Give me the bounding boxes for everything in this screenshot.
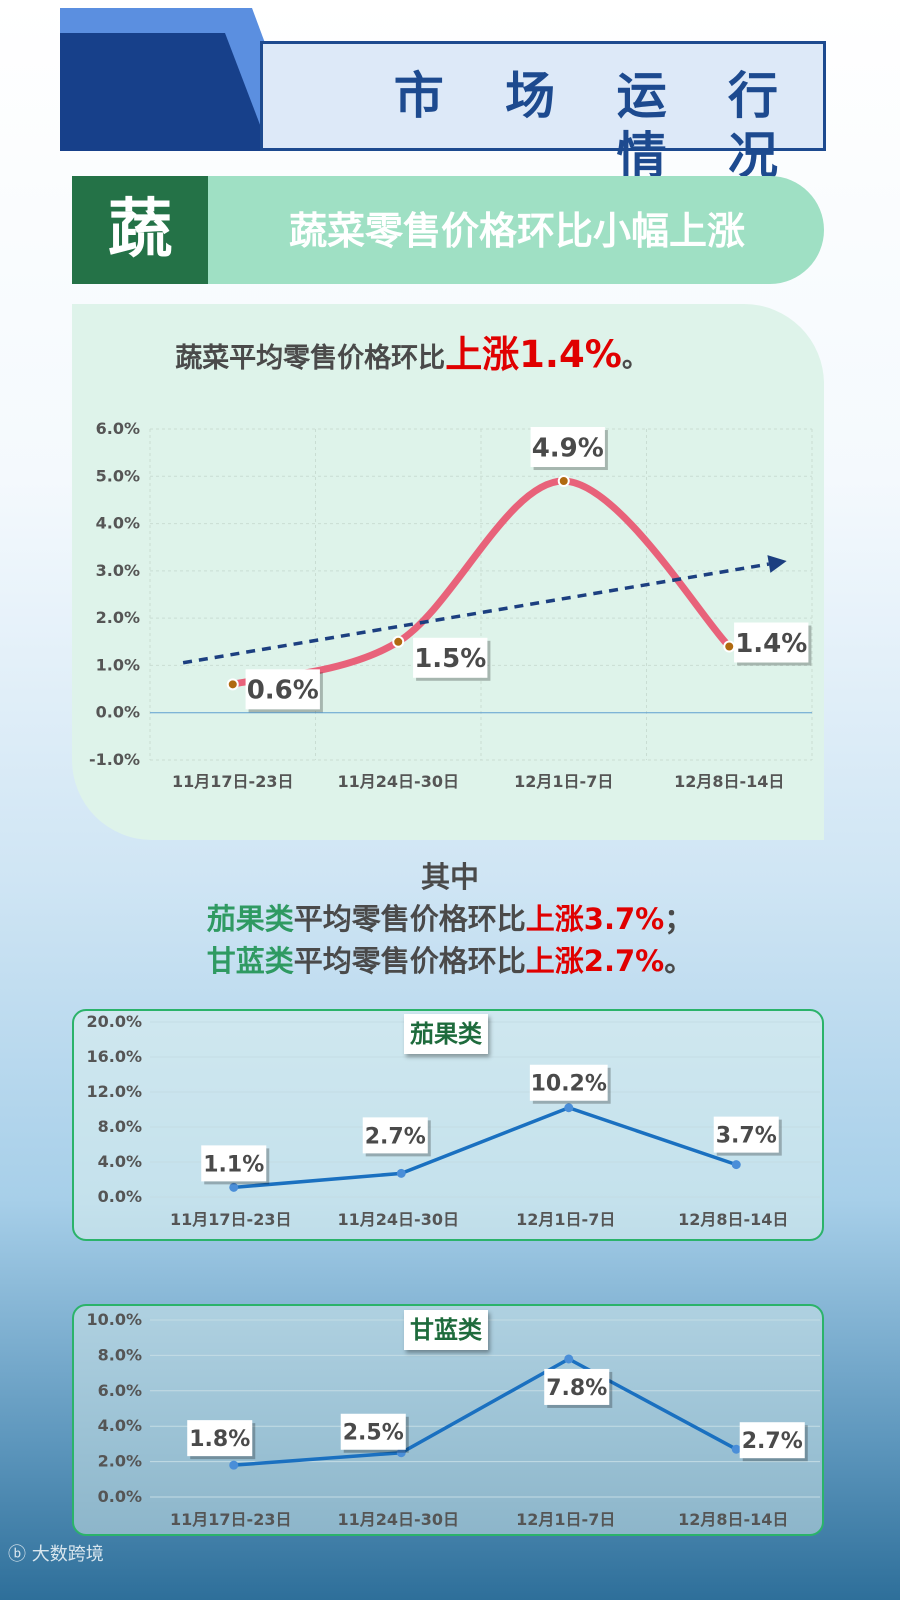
banner-char: 蔬 bbox=[72, 176, 208, 284]
section-banner: 蔬 蔬菜零售价格环比小幅上涨 bbox=[72, 176, 824, 284]
line-suffix: ； bbox=[664, 902, 694, 936]
header-frame bbox=[260, 41, 826, 151]
breakdown-text: 其中 茄果类平均零售价格环比上涨3.7%； 甘蓝类平均零售价格环比上涨2.7%。 bbox=[80, 856, 820, 982]
summary-highlight: 上涨1.4% bbox=[445, 333, 622, 376]
category-name: 茄果类 bbox=[206, 902, 294, 936]
page-title: 市 场 运 行 情 况 bbox=[393, 67, 800, 185]
summary-suffix: 。 bbox=[621, 343, 649, 374]
breakdown-line-cabbage: 甘蓝类平均零售价格环比上涨2.7%。 bbox=[80, 940, 820, 982]
banner-subtitle: 蔬菜零售价格环比小幅上涨 bbox=[288, 209, 745, 253]
eggplant-chart-title: 茄果类 bbox=[404, 1014, 488, 1054]
line-suffix: 。 bbox=[664, 944, 694, 978]
main-summary: 蔬菜平均零售价格环比上涨1.4%。 bbox=[72, 330, 752, 380]
summary-prefix: 蔬菜平均零售价格环比 bbox=[175, 343, 446, 374]
category-name: 甘蓝类 bbox=[206, 944, 294, 978]
watermark: ⓑ 大数跨境 bbox=[8, 1540, 104, 1566]
main-chart-panel bbox=[72, 304, 824, 840]
line-highlight: 上涨3.7% bbox=[525, 902, 665, 936]
line-highlight: 上涨2.7% bbox=[525, 944, 665, 978]
cabbage-chart-title: 甘蓝类 bbox=[404, 1310, 488, 1350]
line-middle: 平均零售价格环比 bbox=[293, 902, 526, 936]
logo-icon: ⓑ bbox=[8, 1544, 26, 1565]
breakdown-line-eggplant: 茄果类平均零售价格环比上涨3.7%； bbox=[80, 898, 820, 940]
breakdown-intro: 其中 bbox=[420, 860, 479, 894]
line-middle: 平均零售价格环比 bbox=[293, 944, 526, 978]
header-decoration bbox=[60, 8, 305, 151]
watermark-text: 大数跨境 bbox=[31, 1544, 104, 1565]
header-banner: 市 场 运 行 情 况 bbox=[60, 8, 826, 185]
